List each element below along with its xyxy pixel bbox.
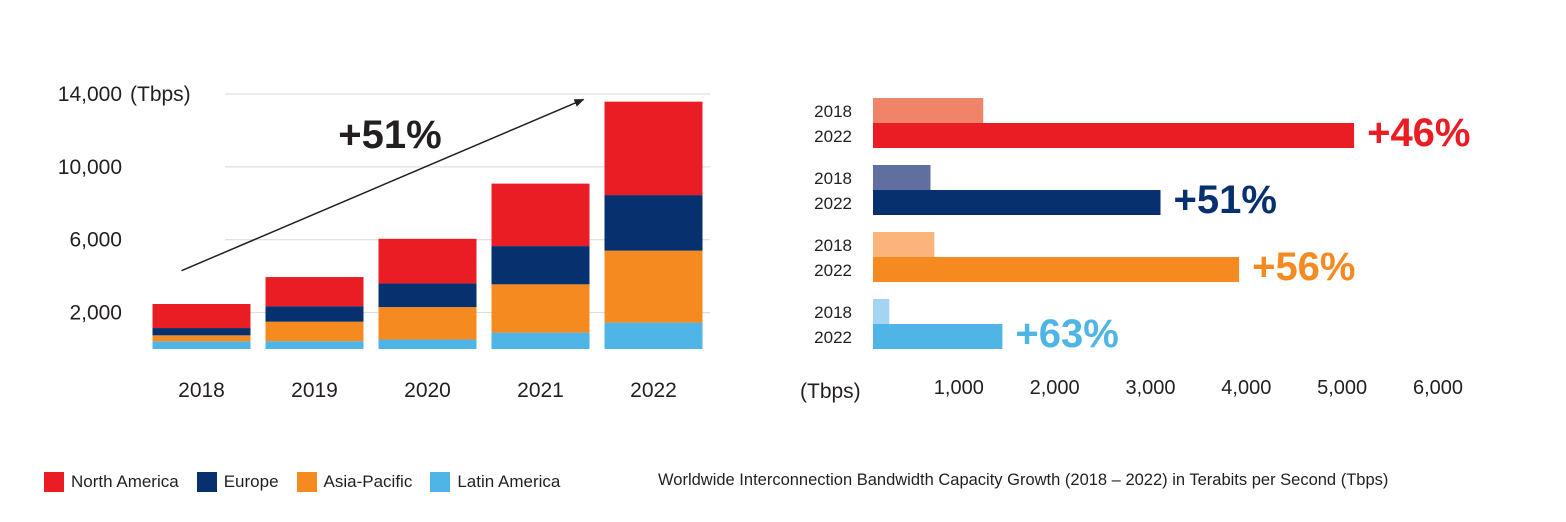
chart-caption: Worldwide Interconnection Bandwidth Capa… (658, 471, 1389, 489)
bar-segment-asia-pacific (152, 335, 251, 342)
bar-segment-europe (265, 306, 364, 322)
x-axis-unit-label: (Tbps) (800, 380, 861, 403)
x-tick-label: 1,000 (934, 377, 984, 399)
x-tick-label: 2020 (404, 379, 451, 402)
legend-swatch (196, 472, 217, 492)
bar-north-america-2022 (873, 123, 1355, 148)
y-tick-label: 10,000 (58, 156, 122, 179)
bar-segment-north-america (152, 304, 251, 329)
bar-segment-asia-pacific (491, 284, 590, 333)
bar-segment-europe (491, 246, 590, 285)
x-tick-label: 4,000 (1221, 377, 1271, 399)
year-label: 2022 (814, 127, 852, 146)
legend: North America Europe Asia-Pacific Latin Ame… (44, 470, 578, 494)
horizontal-bar-chart: 2018 2022 +46% 2018 2022 +51% 2018 2022 +56% 2018… (800, 98, 1471, 403)
legend-item: Asia-Pacific (296, 472, 413, 492)
x-tick-label: 5,000 (1317, 377, 1367, 399)
legend-item: Latin America (430, 472, 560, 492)
bar-segment-north-america (604, 101, 703, 196)
x-tick-label: 3,000 (1125, 377, 1175, 399)
y-axis-unit-label: (Tbps) (130, 83, 191, 106)
bar-segment-north-america (378, 238, 477, 284)
bar-segment-asia-pacific (265, 321, 364, 342)
growth-label: +51% (1174, 178, 1277, 222)
growth-label: +56% (1252, 245, 1355, 289)
growth-label: +63% (1015, 312, 1118, 356)
x-tick-label: 2021 (517, 379, 564, 402)
bar-segment-latin-america (265, 341, 364, 349)
bar-latin-america-2022 (873, 324, 1003, 349)
growth-annotation: +51% (338, 113, 441, 157)
legend-swatch (430, 472, 451, 492)
bar-segment-north-america (491, 183, 590, 247)
bar-segment-latin-america (491, 332, 590, 349)
bar-europe-2018 (873, 165, 931, 190)
stacked-bar-chart: 2,000 6,000 10,000 14,000 (Tbps) 2018 2019 2020… (58, 83, 710, 402)
x-tick-label: 6,000 (1413, 377, 1463, 399)
bar-segment-latin-america (604, 322, 703, 349)
bar-segment-asia-pacific (604, 250, 703, 323)
x-tick-label: 2019 (291, 379, 338, 402)
legend-swatch (296, 472, 317, 492)
legend-label: Latin America (457, 472, 561, 491)
legend-label: North America (71, 472, 179, 491)
year-label: 2022 (814, 194, 852, 213)
growth-arrow (181, 98, 585, 272)
bar-north-america-2018 (873, 98, 984, 123)
year-label: 2018 (814, 236, 852, 255)
legend-item: North America (44, 472, 179, 492)
year-label: 2018 (814, 169, 852, 188)
bar-segment-north-america (265, 277, 364, 307)
x-tick-label: 2018 (178, 379, 225, 402)
y-tick-label: 2,000 (69, 302, 122, 325)
bar-segment-europe (152, 328, 251, 336)
legend-swatch (44, 472, 64, 492)
year-label: 2022 (814, 261, 852, 280)
bar-segment-europe (604, 195, 703, 251)
bar-segment-asia-pacific (378, 307, 477, 340)
year-label: 2018 (814, 303, 852, 322)
bar-asia-pacific-2022 (873, 257, 1240, 282)
bar-europe-2022 (873, 190, 1161, 215)
bar-latin-america-2018 (873, 299, 890, 324)
legend-label: Asia-Pacific (323, 472, 413, 491)
legend-label: Europe (223, 472, 279, 491)
year-label: 2022 (814, 328, 852, 347)
x-tick-label: 2,000 (1030, 377, 1080, 399)
year-label: 2018 (814, 102, 852, 121)
growth-label: +46% (1367, 111, 1470, 155)
x-tick-label: 2022 (630, 379, 677, 402)
y-tick-label: 14,000 (58, 83, 122, 106)
bar-segment-latin-america (152, 341, 251, 349)
bar-segment-latin-america (378, 339, 477, 349)
y-tick-label: 6,000 (69, 229, 122, 252)
bar-segment-europe (378, 283, 477, 308)
legend-item: Europe (196, 472, 279, 492)
bar-asia-pacific-2018 (873, 232, 935, 257)
